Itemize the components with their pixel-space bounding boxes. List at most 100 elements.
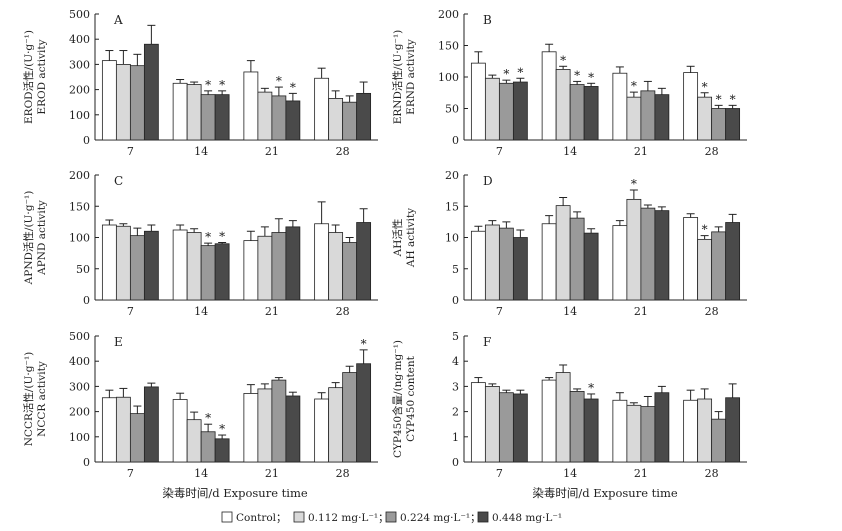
significance-star: * <box>219 422 225 436</box>
significance-star: * <box>702 80 708 94</box>
bar <box>186 84 202 141</box>
bar <box>683 217 699 301</box>
bar <box>271 95 287 141</box>
y-tick-label: 1 <box>452 431 459 444</box>
x-tick-label: 21 <box>265 145 279 158</box>
significance-star: * <box>631 177 637 191</box>
legend-label: 0.448 mg·L⁻¹ <box>492 512 562 524</box>
significance-star: * <box>276 74 282 88</box>
bar <box>583 86 599 141</box>
bar <box>143 230 159 301</box>
bar <box>711 418 727 463</box>
bar <box>214 438 230 463</box>
bar <box>512 393 528 463</box>
y-axis-title-cn: APND活性/(U·g⁻¹) <box>22 191 35 286</box>
x-tick-label: 28 <box>705 305 719 318</box>
bar <box>129 65 145 141</box>
bar <box>143 386 159 463</box>
x-axis-title-right: 染毒时间/d Exposure time <box>532 486 678 500</box>
legend-label: Control； <box>236 512 287 524</box>
significance-star: * <box>361 337 367 351</box>
significance-star: * <box>517 65 523 79</box>
y-tick-label: 400 <box>69 33 90 46</box>
panel-b: 0 50 100 150 200 B ERND活性/(U·g⁻¹) ERND activity… <box>391 8 747 158</box>
x-axis-title-left: 染毒时间/d Exposure time <box>162 486 308 500</box>
panel-label: E <box>114 335 123 349</box>
bar <box>512 81 528 141</box>
y-tick-label: 0 <box>83 134 90 147</box>
y-tick-label: 10 <box>445 232 459 245</box>
y-tick-label: 50 <box>76 263 90 276</box>
panel-a: 0 100 200 300 400 500 A EROD活性/(U·g⁻¹) EROD acti… <box>22 8 378 158</box>
significance-star: * <box>503 67 509 81</box>
panel-label: D <box>483 174 493 188</box>
y-tick-label: 100 <box>69 109 90 122</box>
legend-label: 0.112 mg·L⁻¹； <box>308 512 389 524</box>
bar <box>214 94 230 141</box>
bar <box>697 96 713 141</box>
x-tick-label: 28 <box>336 467 350 480</box>
x-tick-label: 28 <box>336 305 350 318</box>
bar <box>115 396 131 463</box>
significance-star: * <box>588 70 594 84</box>
bar <box>555 205 571 301</box>
bar <box>186 419 202 463</box>
legend-swatch <box>293 511 305 523</box>
bar <box>243 71 259 141</box>
x-tick-label: 21 <box>265 305 279 318</box>
bar <box>257 235 273 301</box>
x-tick-label: 7 <box>496 467 503 480</box>
bar <box>342 372 358 463</box>
significance-star: * <box>205 230 211 244</box>
y-tick-label: 0 <box>452 456 459 469</box>
y-axis-title-cn: AH活性 <box>391 219 404 258</box>
bar <box>725 108 741 141</box>
bar <box>243 240 259 301</box>
bar <box>640 207 656 301</box>
bar <box>314 77 330 141</box>
y-tick-label: 100 <box>438 71 459 84</box>
y-tick-label: 200 <box>69 169 90 182</box>
x-tick-label: 21 <box>265 467 279 480</box>
x-tick-label: 14 <box>563 467 577 480</box>
panel-c: 0 50 100 150 200 C APND活性/(U·g⁻¹) APND activity… <box>22 169 378 318</box>
significance-star: * <box>219 78 225 92</box>
legend-label: 0.224 mg·L⁻¹； <box>400 512 481 524</box>
bar <box>172 399 188 463</box>
bar <box>711 108 727 141</box>
bar <box>200 94 216 141</box>
x-tick-label: 28 <box>705 467 719 480</box>
bar <box>115 225 131 301</box>
bar <box>129 235 145 301</box>
y-tick-label: 200 <box>438 8 459 21</box>
y-tick-label: 15 <box>445 200 459 213</box>
bar <box>342 242 358 301</box>
legend-swatch <box>385 511 397 523</box>
y-tick-label: 50 <box>445 103 459 116</box>
y-tick-label: 100 <box>69 431 90 444</box>
panel-d: 0 5 10 15 20 D AH活性 AH activity 7 14 21 * 28 * <box>391 169 747 318</box>
y-tick-label: 2 <box>452 406 459 419</box>
x-tick-label: 14 <box>563 145 577 158</box>
bar <box>186 232 202 301</box>
legend-swatch <box>477 511 489 523</box>
x-tick-label: 14 <box>194 467 208 480</box>
y-tick-label: 0 <box>452 294 459 307</box>
bar <box>683 72 699 141</box>
y-axis-title-en: ERND activity <box>405 39 417 115</box>
bar <box>143 43 159 141</box>
bar <box>541 379 557 463</box>
y-tick-label: 3 <box>452 380 459 393</box>
significance-star: * <box>574 68 580 82</box>
bar <box>484 77 500 141</box>
bar <box>314 223 330 301</box>
significance-star: * <box>205 78 211 92</box>
significance-star: * <box>716 92 722 106</box>
bar <box>626 198 642 301</box>
x-tick-label: 14 <box>194 145 208 158</box>
y-tick-label: 500 <box>69 8 90 21</box>
x-tick-label: 7 <box>496 305 503 318</box>
bar <box>654 94 670 141</box>
y-tick-label: 300 <box>69 58 90 71</box>
